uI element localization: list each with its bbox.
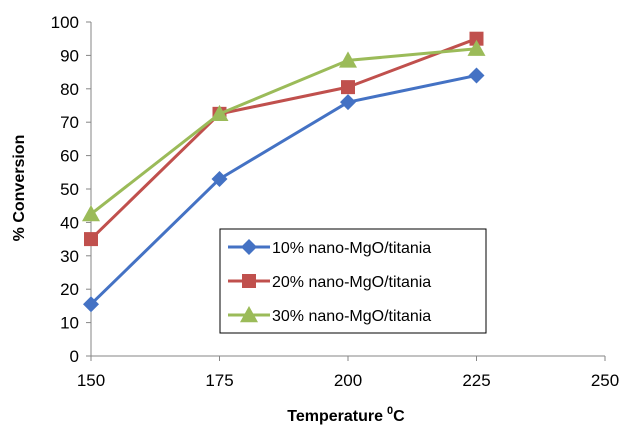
data-point — [341, 80, 355, 95]
y-tick-label: 90 — [60, 46, 79, 65]
y-tick-labels: 0 10 20 30 40 50 60 70 80 90 100 — [51, 13, 79, 366]
x-tick-label: 250 — [591, 371, 619, 390]
data-point — [84, 232, 98, 247]
y-tick-label: 30 — [60, 247, 79, 266]
series-3 — [82, 39, 486, 222]
series-line — [89, 73, 477, 306]
series-group — [82, 31, 486, 313]
legend-marker — [241, 239, 257, 255]
series-line — [90, 47, 477, 216]
x-axis-title-superscript: 0 — [387, 405, 393, 417]
data-point — [211, 170, 228, 187]
data-point — [82, 205, 100, 222]
x-tick-label: 150 — [77, 371, 105, 390]
x-tick-label: 200 — [334, 371, 362, 390]
data-point — [468, 67, 485, 84]
y-tick-label: 100 — [51, 13, 79, 32]
y-tick-label: 10 — [60, 314, 79, 333]
legend-label: 20% nano-MgO/titania — [272, 274, 431, 291]
x-axis-title: Temperature 0C — [287, 405, 405, 425]
data-point — [469, 31, 484, 46]
y-tick-label: 80 — [60, 80, 79, 99]
y-tick-label: 60 — [60, 147, 79, 166]
legend: 10% nano-MgO/titania 20% nano-MgO/titania… — [219, 228, 487, 334]
legend-marker — [240, 306, 258, 323]
y-tick-label: 20 — [60, 280, 79, 299]
y-tick-label: 70 — [60, 113, 79, 132]
x-axis-title-unit: C — [393, 408, 405, 425]
legend-marker — [242, 274, 256, 288]
series-1 — [83, 67, 485, 313]
x-axis-title-main: Temperature — [287, 408, 383, 425]
x-tick-label: 225 — [462, 371, 490, 390]
y-axis-title: % Conversion — [11, 135, 28, 242]
data-point — [339, 51, 357, 68]
data-point — [340, 94, 356, 111]
y-tick-label: 0 — [70, 347, 79, 366]
data-point — [210, 104, 229, 122]
data-point — [83, 296, 99, 313]
series-line — [89, 37, 478, 241]
data-point — [467, 39, 486, 56]
x-tick-label: 175 — [205, 371, 233, 390]
y-tick-label: 40 — [60, 213, 79, 232]
x-tick-labels: 150 175 200 225 250 — [77, 371, 619, 390]
y-tick-label: 50 — [60, 180, 79, 199]
legend-label: 10% nano-MgO/titania — [272, 240, 431, 257]
legend-label: 30% nano-MgO/titania — [272, 308, 431, 325]
